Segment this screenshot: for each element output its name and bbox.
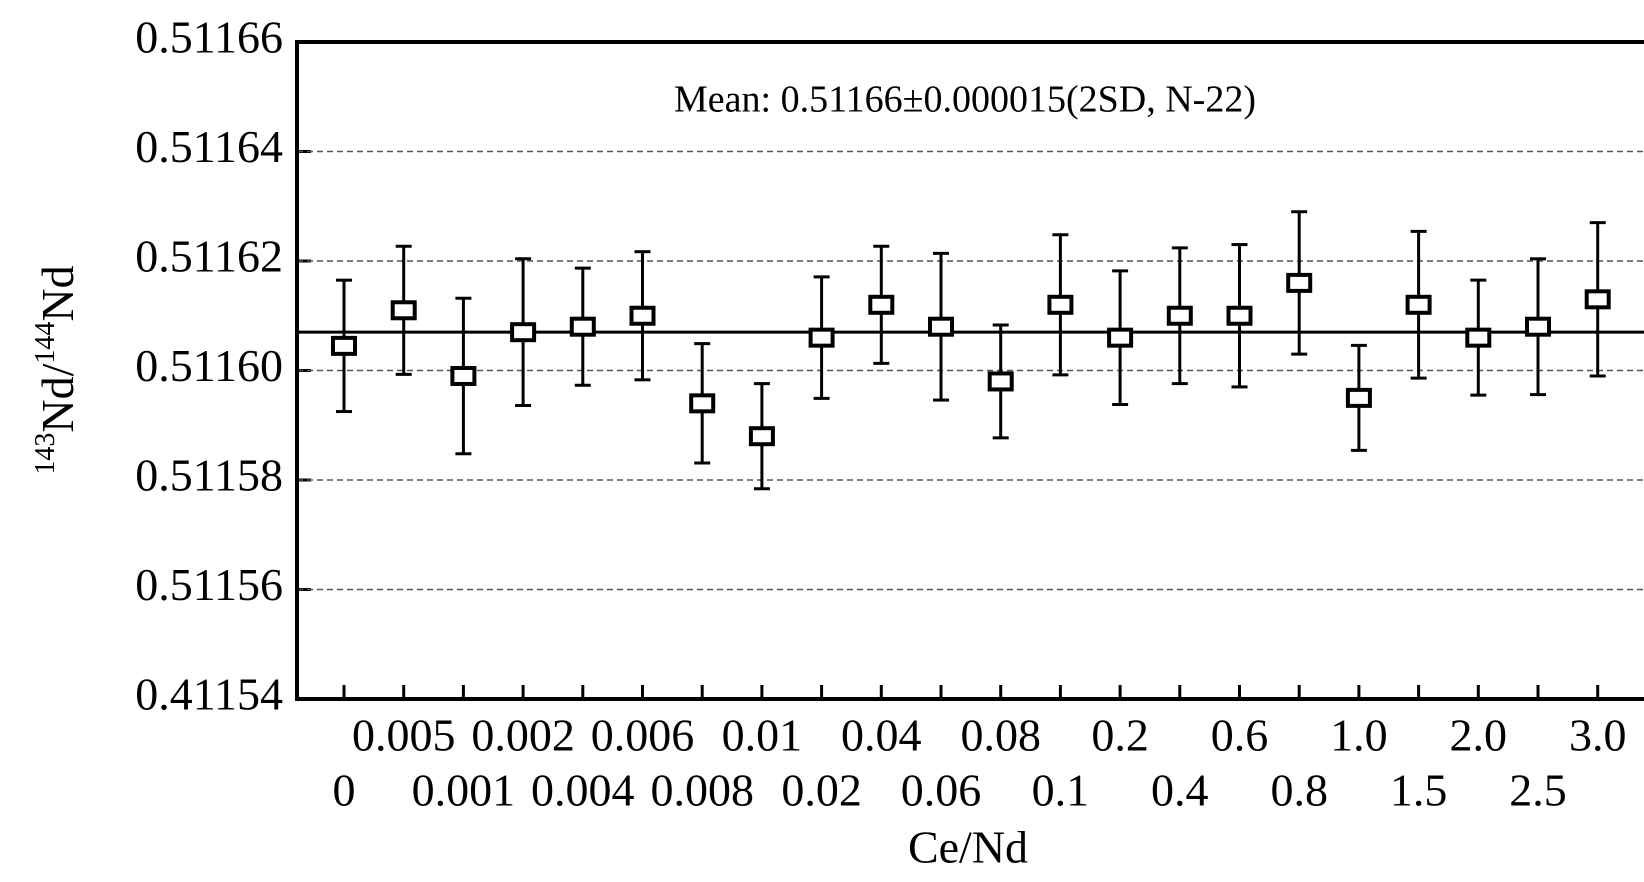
- x-tick-label: 0.8: [1270, 765, 1328, 816]
- marker: [689, 393, 716, 414]
- x-tick-label: 0.2: [1091, 710, 1149, 761]
- marker: [1345, 387, 1372, 408]
- marker: [1525, 316, 1551, 337]
- plot-frame: [295, 40, 1644, 701]
- x-tick-label: 0.006: [591, 710, 695, 761]
- annotation: Mean: 0.51166±0.000015(2SD, N-22): [674, 79, 1256, 121]
- marker: [510, 322, 537, 343]
- marker: [1047, 294, 1074, 315]
- x-tick-label: 0.01: [722, 710, 803, 761]
- x-tick-label: 0.06: [901, 765, 982, 816]
- x-tick-label: 0.004: [531, 765, 635, 816]
- marker: [569, 316, 596, 337]
- marker: [748, 426, 775, 447]
- x-tick-label: 0.001: [412, 765, 516, 816]
- x-tick-label: 0: [333, 765, 356, 816]
- marker: [450, 365, 477, 386]
- x-tick-label: 0.005: [352, 710, 456, 761]
- y-axis-label: 143Nd/144Nd: [30, 265, 82, 474]
- y-tick-label: 0.51162: [135, 231, 283, 282]
- x-tick-label: 0.6: [1211, 710, 1269, 761]
- x-tick-label: 2.5: [1509, 765, 1567, 816]
- x-axis-label: Ce/Nd: [908, 822, 1028, 873]
- marker: [331, 335, 357, 356]
- x-tick-label: 0.008: [650, 765, 754, 816]
- marker: [1226, 305, 1253, 326]
- marker: [1405, 294, 1432, 315]
- marker: [868, 294, 895, 315]
- x-tick-label: 0.02: [781, 765, 862, 816]
- marker: [1584, 289, 1611, 310]
- marker: [1286, 272, 1313, 293]
- marker: [808, 327, 835, 348]
- x-tick-label: 2.0: [1450, 710, 1508, 761]
- marker: [629, 305, 656, 326]
- y-label-part: 144: [30, 322, 61, 364]
- marker: [987, 371, 1014, 392]
- y-tick-label: 0.51158: [135, 450, 283, 501]
- y-label-part: Nd: [32, 265, 83, 321]
- y-label-part: Nd/: [32, 363, 83, 432]
- x-tick-label: 0.4: [1151, 765, 1209, 816]
- y-label-part: 143: [30, 433, 61, 475]
- x-tick-label: 0.1: [1032, 765, 1090, 816]
- y-tick-label: 0.51156: [135, 559, 283, 610]
- marker: [1107, 327, 1134, 348]
- x-tick-label: 1.0: [1330, 710, 1388, 761]
- x-tick-label: 0.04: [841, 710, 922, 761]
- x-tick-label: 0.002: [471, 710, 575, 761]
- x-tick-label: 3.0: [1569, 710, 1627, 761]
- y-tick-label: 0.51160: [135, 340, 283, 391]
- x-tick-label: 1.5: [1390, 765, 1448, 816]
- marker: [390, 300, 417, 321]
- y-tick-label: 0.51164: [135, 121, 283, 172]
- y-tick-label: 0.51166: [135, 12, 283, 63]
- marker: [928, 316, 954, 337]
- marker: [1166, 305, 1193, 326]
- marker: [1465, 327, 1492, 348]
- x-tick-label: 0.08: [960, 710, 1041, 761]
- y-tick-label: 0.41154: [135, 669, 283, 720]
